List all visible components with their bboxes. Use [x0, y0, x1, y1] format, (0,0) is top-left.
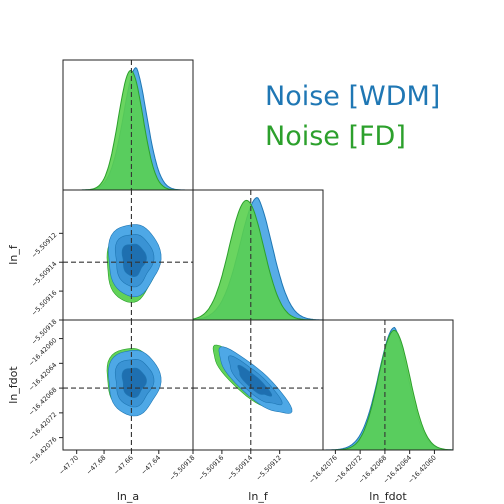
contour-panel-ln-f-vs-ln-fdot	[192, 319, 324, 451]
contour-panel-ln-a-vs-ln-f	[62, 189, 194, 321]
legend-entry-fd: Noise [FD]	[265, 121, 406, 152]
x-tick-label: −5.50918	[168, 454, 197, 483]
legend-entry-wdm: Noise [WDM]	[265, 81, 440, 112]
marginal-panel-ln-a	[62, 59, 194, 191]
x-axis-label-ln-a: ln_a	[117, 490, 139, 503]
contour-panel-ln-a-vs-ln-fdot	[62, 319, 194, 451]
marginal-panel-ln-f	[192, 189, 324, 321]
marginal-ln-a-series-2	[63, 70, 193, 191]
marginal-ln-f-series-2	[192, 199, 323, 321]
y-tick-label: −5.50912	[30, 231, 59, 260]
x-tick-label: −47.66	[112, 454, 135, 477]
marginal-panel-ln-fdot	[322, 319, 454, 451]
y-tick-label: −5.50916	[30, 289, 59, 318]
contour-ln-f-ln-fdot-series-1-level-3	[237, 364, 273, 397]
panel-frame	[192, 319, 324, 451]
x-axis-label-ln-fdot: ln_fdot	[369, 490, 407, 503]
x-tick-label: −47.70	[57, 454, 80, 477]
marginal-ln-fdot-series-2	[323, 329, 454, 451]
x-tick-label: −5.50914	[226, 454, 255, 483]
y-axis-ln-fdot: −16.42060−16.42064−16.42068−16.42072−16.…	[7, 336, 63, 467]
x-tick-label: −5.50912	[255, 454, 284, 483]
x-axis-ln-fdot: −16.42076−16.42072−16.42068−16.42064−16.…	[307, 450, 438, 503]
contour-ln-a-ln-fdot-series-1-level-3	[121, 367, 147, 399]
x-tick-label: −47.64	[140, 454, 163, 477]
x-axis-ln-f: −5.50918 −5.50916 −5.50914 −5.50912 ln_f	[168, 450, 283, 503]
y-axis-label-ln-f: ln_f	[7, 244, 20, 265]
y-tick-label: −5.50914	[30, 260, 59, 289]
x-tick-label: −47.68	[85, 454, 108, 477]
x-axis-label-ln-f: ln_f	[248, 490, 269, 503]
x-tick-label: −5.50916	[197, 454, 226, 483]
legend: Noise [WDM] Noise [FD]	[265, 81, 440, 152]
contour-ln-a-ln-f-series-1-level-3	[121, 243, 147, 278]
y-axis-label-ln-fdot: ln_fdot	[7, 366, 20, 404]
